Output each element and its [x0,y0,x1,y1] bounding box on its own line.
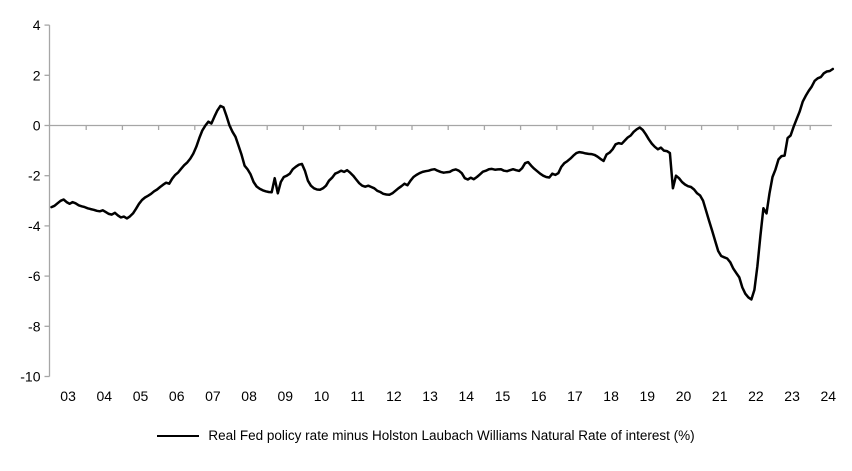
x-tick-label: 21 [712,388,728,404]
x-tick-label: 03 [60,388,76,404]
y-tick-label: 4 [33,17,41,33]
legend-label: Real Fed policy rate minus Holston Lauba… [208,428,695,443]
x-tick-label: 08 [241,388,257,404]
x-tick-label: 13 [422,388,438,404]
x-tick-label: 16 [531,388,547,404]
x-tick-label: 07 [205,388,221,404]
y-tick-label: -4 [28,218,41,234]
x-tick-label: 17 [567,388,583,404]
x-tick-label: 11 [350,388,365,404]
x-tick-label: 06 [169,388,185,404]
x-tick-label: 23 [784,388,800,404]
x-tick-label: 18 [603,388,619,404]
x-tick-label: 15 [495,388,511,404]
x-tick-label: 04 [97,388,113,404]
legend-line-sample [157,434,200,437]
x-tick-label: 05 [133,388,149,404]
x-tick-label: 22 [748,388,764,404]
y-tick-label: -2 [28,168,41,184]
x-tick-label: 14 [459,388,475,404]
y-tick-label: 0 [33,118,41,134]
x-tick-label: 09 [278,388,294,404]
y-tick-label: 2 [33,67,41,83]
x-tick-label: 24 [821,388,837,404]
x-tick-label: 10 [314,388,330,404]
x-tick-label: 20 [676,388,692,404]
y-tick-label: -6 [28,268,41,284]
series-line [50,67,835,301]
x-tick-label: 12 [386,388,402,404]
y-tick-label: -8 [28,318,41,334]
legend: Real Fed policy rate minus Holston Lauba… [0,428,852,443]
y-tick-label: -10 [20,369,40,385]
x-tick-label: 19 [640,388,656,404]
